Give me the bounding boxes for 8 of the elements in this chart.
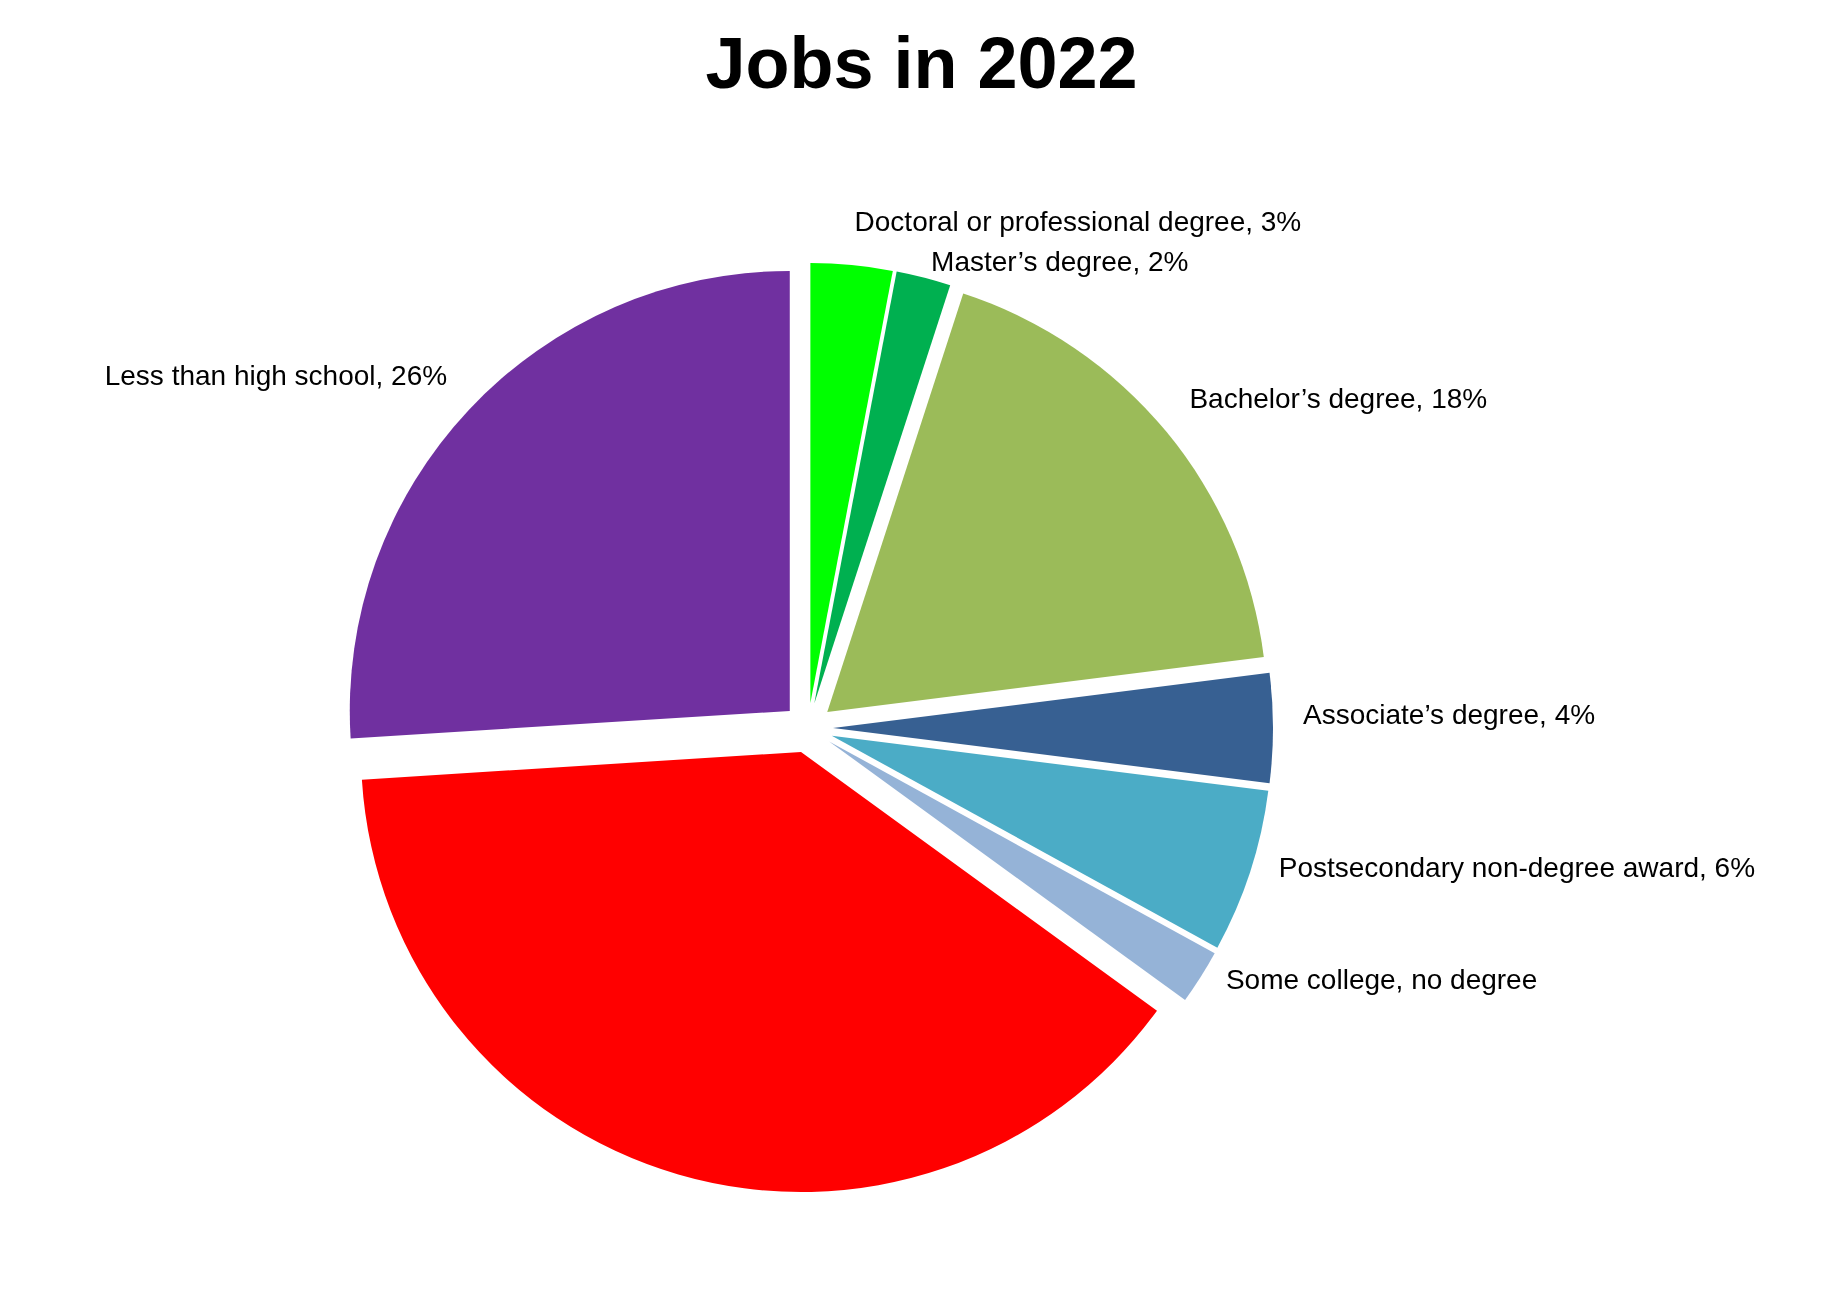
chart-title: Jobs in 2022	[705, 23, 1138, 103]
slice-label: Postsecondary non-degree award, 6%	[1278, 851, 1756, 883]
slice-label: Less than high school, 26%	[104, 360, 448, 392]
slice-label: Associate’s degree, 4%	[1303, 699, 1596, 730]
slice-label: Bachelor’s degree, 18%	[1189, 383, 1488, 415]
slice-label: Some college, no degree	[1225, 964, 1538, 996]
slice-label: Doctoral or professional degree, 3%	[854, 206, 1302, 238]
slice-label: Master’s degree, 2%	[931, 246, 1189, 278]
